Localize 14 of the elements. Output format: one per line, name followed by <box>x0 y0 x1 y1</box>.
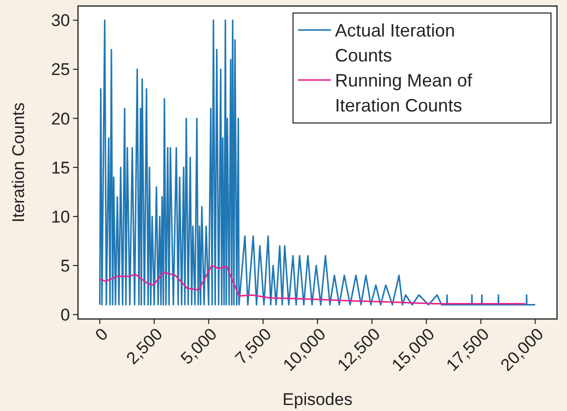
x-tick-label: 0 <box>92 324 112 345</box>
y-tick-label: 5 <box>60 256 70 276</box>
legend-label: Running Mean of Iteration Counts <box>335 70 474 116</box>
x-axis-title: Episodes <box>282 390 352 409</box>
y-tick-label: 30 <box>51 11 70 30</box>
line-series <box>99 264 526 305</box>
y-tick-label: 25 <box>51 60 70 80</box>
line-series <box>99 19 536 306</box>
legend-label: Actual Iteration Counts <box>335 20 456 66</box>
y-tick-label: 0 <box>60 306 70 325</box>
y-axis-title: Iteration Counts <box>9 102 28 223</box>
y-tick-label: 20 <box>51 109 70 128</box>
y-tick-label: 10 <box>51 207 70 226</box>
y-tick-label: 15 <box>51 158 70 178</box>
